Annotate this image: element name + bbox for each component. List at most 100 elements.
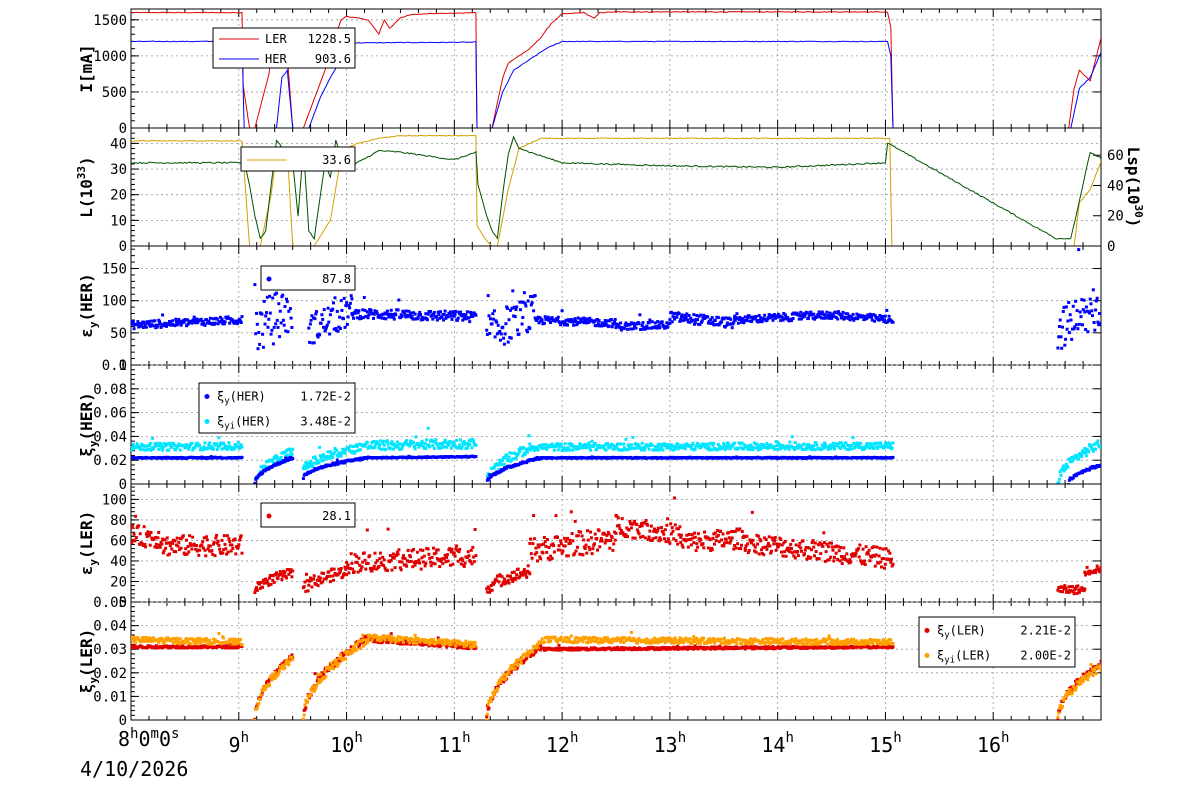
data-point [405,439,409,443]
data-point [605,533,609,537]
data-point [357,309,361,313]
data-point [354,450,358,453]
data-point [491,312,495,316]
data-point [869,442,873,446]
data-point [872,545,876,549]
data-point [536,448,540,452]
data-point [603,323,606,326]
y2-tick-label: 0 [1107,239,1115,255]
data-point [655,530,659,534]
data-point [372,440,375,443]
data-point [880,565,883,569]
data-point [211,322,215,326]
data-point [780,315,784,319]
data-point [501,582,505,586]
data-point [538,555,542,559]
data-point [466,550,470,554]
data-point [821,544,825,548]
data-point [713,542,716,546]
data-point [583,547,587,550]
data-point [162,549,166,553]
data-point [568,538,572,542]
data-point [212,542,215,546]
data-point [675,315,679,319]
data-point [465,310,469,314]
data-point [825,310,829,314]
data-point [131,541,134,545]
data-point [829,447,833,450]
data-point [235,319,239,323]
data-point [839,545,843,549]
data-point [158,545,162,549]
data-point [656,445,659,449]
data-point [452,310,456,314]
data-point [1071,459,1074,463]
data-point [563,442,567,446]
data-point [510,306,514,310]
data-point [176,322,180,326]
data-point [772,445,776,449]
data-point [348,449,352,453]
legend-box [260,502,356,528]
data-point [666,443,670,447]
data-point [152,324,156,328]
data-point [335,461,338,465]
data-point [468,443,472,446]
data-point [633,324,636,328]
data-point [881,547,885,551]
data-point [791,317,795,320]
data-point [334,327,338,330]
data-point [571,539,575,543]
data-point [773,536,777,540]
data-point [175,536,179,540]
data-point [492,582,496,586]
data-point [628,519,632,523]
y-tick-label: 150 [102,262,127,278]
data-point [265,579,269,583]
data-point [402,554,405,558]
data-point [521,454,525,458]
data-point [817,557,821,561]
data-point [353,553,357,557]
data-point [862,448,866,451]
data-point [336,454,340,458]
data-point [644,519,648,522]
data-point [1063,584,1067,588]
data-point [753,316,757,320]
data-point [797,544,801,548]
data-point [392,317,396,321]
data-point [435,318,439,322]
data-point [212,447,215,451]
data-point [1091,447,1094,451]
data-point [680,543,684,547]
data-point [601,322,605,326]
data-point [467,316,471,320]
data-point [631,435,635,439]
data-point [651,537,655,541]
data-point [388,446,392,450]
data-point [733,530,737,533]
data-point [378,551,382,555]
data-point [157,447,161,451]
data-point [1089,443,1093,447]
data-point [462,564,466,568]
data-point [771,538,775,542]
data-point [228,540,232,543]
data-point [508,451,512,455]
data-point [148,323,151,327]
data-point [1093,328,1097,332]
data-point [215,442,219,446]
data-point [180,321,184,325]
data-point [740,543,743,547]
data-point [566,446,570,450]
data-point [723,448,727,452]
data-point [787,546,791,550]
data-point [348,566,352,570]
data-point [650,443,654,447]
data-point [748,448,752,452]
data-point [655,448,659,452]
data-point [789,444,793,448]
data-point [186,446,190,450]
data-point [629,522,633,526]
data-point [559,539,563,543]
